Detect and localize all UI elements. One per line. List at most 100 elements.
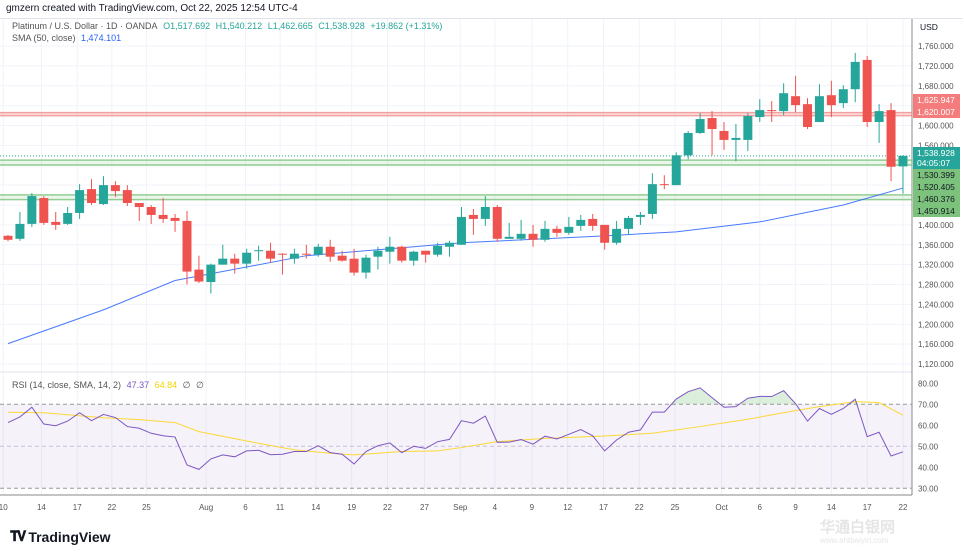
candle bbox=[635, 211, 645, 225]
high-value: H1,540.212 bbox=[215, 21, 263, 31]
candle-body bbox=[110, 185, 120, 192]
tradingview-logo[interactable]: 𝐓𝐕 TradingView bbox=[10, 528, 111, 545]
rsi-tick-label: 70.00 bbox=[918, 400, 939, 409]
candle bbox=[39, 196, 49, 225]
candle bbox=[647, 173, 657, 219]
price-tick-label: 1,400.000 bbox=[918, 221, 954, 230]
rsi-tick-label: 50.00 bbox=[918, 442, 939, 451]
candle bbox=[51, 211, 61, 230]
time-axis-label: 14 bbox=[827, 503, 836, 512]
candle-body bbox=[850, 61, 860, 90]
candle bbox=[755, 99, 765, 123]
time-axis-label: 9 bbox=[793, 503, 798, 512]
candle-body bbox=[862, 59, 872, 123]
price-tick-label: 1,280.000 bbox=[918, 281, 954, 290]
close-value: C1,538.928 bbox=[318, 21, 365, 31]
candle bbox=[230, 253, 240, 274]
last-price-label: 1,538.928 bbox=[917, 148, 955, 158]
low-value: L1,462.665 bbox=[267, 21, 313, 31]
time-axis-label: 6 bbox=[243, 503, 248, 512]
candle bbox=[289, 248, 299, 264]
candle bbox=[588, 213, 598, 231]
candle-body bbox=[98, 185, 108, 205]
candle-body bbox=[814, 96, 824, 123]
candle-body bbox=[791, 96, 801, 106]
candle bbox=[3, 234, 13, 242]
rsi-extra-2: ∅ bbox=[196, 380, 204, 390]
candle-body bbox=[874, 111, 884, 123]
rsi-overbought-fill bbox=[8, 387, 903, 405]
time-axis-label: 4 bbox=[493, 503, 498, 512]
watermark-url: www.ehtbaiyin.com bbox=[820, 536, 889, 545]
sma-label[interactable]: SMA (50, close) bbox=[12, 33, 76, 43]
candle bbox=[146, 205, 156, 224]
candle bbox=[838, 85, 848, 109]
candle bbox=[182, 210, 192, 285]
last-price-tag bbox=[913, 147, 960, 169]
time-axis-label: 27 bbox=[420, 503, 429, 512]
candle bbox=[254, 245, 264, 261]
candle bbox=[516, 219, 526, 241]
chart-frame[interactable] bbox=[0, 18, 963, 519]
rsi-tick-label: 30.00 bbox=[918, 484, 939, 493]
candle-body bbox=[540, 228, 550, 240]
candle-body bbox=[552, 228, 562, 233]
candle-body bbox=[194, 269, 204, 282]
candle-body bbox=[301, 253, 311, 255]
price-tick-label: 1,720.000 bbox=[918, 62, 954, 71]
candle-body bbox=[779, 93, 789, 112]
candle bbox=[397, 245, 407, 263]
candle-body bbox=[456, 216, 466, 245]
time-axis-label: 14 bbox=[37, 503, 46, 512]
bar-countdown: 04:05:07 bbox=[917, 158, 950, 168]
time-axis-label: Aug bbox=[199, 503, 213, 512]
candle bbox=[492, 205, 502, 242]
candle-body bbox=[373, 250, 383, 257]
time-axis-label: 25 bbox=[142, 503, 151, 512]
candle bbox=[266, 242, 276, 263]
candle-body bbox=[838, 89, 848, 104]
rsi-tick-label: 60.00 bbox=[918, 421, 939, 430]
time-axis-label: 17 bbox=[863, 503, 872, 512]
price-level-tag bbox=[913, 94, 960, 106]
candle-body bbox=[731, 137, 741, 140]
candle bbox=[612, 220, 622, 245]
rsi-tick-label: 80.00 bbox=[918, 379, 939, 388]
candle-body bbox=[421, 250, 431, 255]
rsi-value: 47.37 bbox=[126, 380, 150, 390]
time-axis-label: 22 bbox=[635, 503, 644, 512]
candle-body bbox=[313, 246, 323, 255]
price-tick-label: 1,680.000 bbox=[918, 82, 954, 91]
watermark-title: 华通白银网 bbox=[820, 519, 896, 536]
price-level-tag bbox=[913, 205, 960, 217]
candle bbox=[779, 83, 789, 116]
candle-body bbox=[600, 224, 610, 243]
candle-body bbox=[886, 110, 896, 167]
candle-body bbox=[289, 253, 299, 259]
attribution-text: gmzern created with TradingView.com, Oct… bbox=[6, 3, 298, 14]
candle-body bbox=[15, 223, 25, 239]
candle-body bbox=[612, 228, 622, 243]
rsi-label[interactable]: RSI (14, close, SMA, 14, 2) bbox=[12, 380, 122, 390]
candle-body bbox=[385, 246, 395, 252]
candle-body bbox=[468, 214, 478, 219]
price-tick-label: 1,160.000 bbox=[918, 340, 954, 349]
candle bbox=[671, 152, 681, 186]
candle bbox=[528, 224, 538, 247]
candle-body bbox=[337, 255, 347, 261]
candle bbox=[373, 246, 383, 270]
candle bbox=[110, 181, 120, 198]
candle-body bbox=[409, 251, 419, 261]
currency-label[interactable]: USD bbox=[920, 22, 938, 32]
candle bbox=[277, 253, 287, 275]
time-axis-label: 6 bbox=[758, 503, 763, 512]
candle bbox=[433, 242, 443, 257]
time-axis-label: 11 bbox=[276, 503, 285, 512]
candle bbox=[421, 250, 431, 263]
time-axis-label: 19 bbox=[347, 503, 356, 512]
candle bbox=[695, 113, 705, 134]
candle-body bbox=[719, 130, 729, 140]
candle bbox=[325, 239, 335, 262]
symbol-name[interactable]: Platinum / U.S. Dollar · 1D · OANDA bbox=[12, 21, 158, 31]
